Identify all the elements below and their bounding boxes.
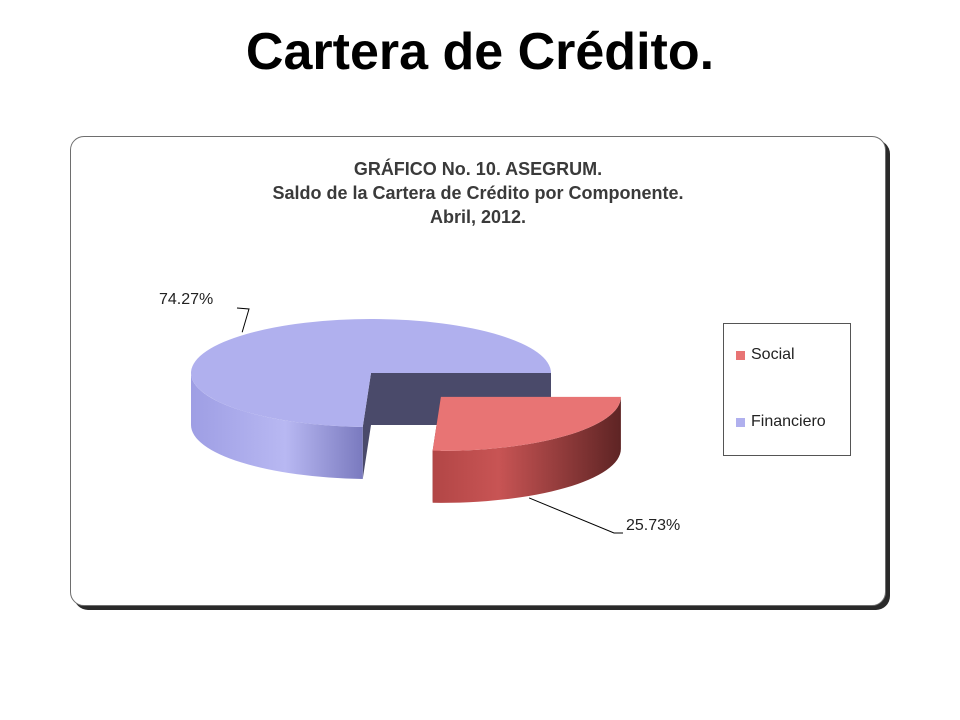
pie-chart <box>191 307 623 534</box>
slice-financiero-cut-face-a <box>362 373 371 479</box>
legend-item-social: Social <box>736 346 795 364</box>
leader-line-financiero <box>236 307 250 333</box>
legend-swatch-social <box>736 350 745 360</box>
legend-swatch-financiero <box>736 417 745 427</box>
slice-financiero-side <box>191 373 363 479</box>
slice-social-side <box>432 396 621 503</box>
pie-slices-group <box>191 319 621 503</box>
chart-frame: GRÁFICO No. 10. ASEGRUM. Saldo de la Car… <box>70 136 886 606</box>
leader-line-social <box>528 497 623 534</box>
chart-title-line-3: Abril, 2012. <box>429 207 527 227</box>
chart-title-line-1: GRÁFICO No. 10. ASEGRUM. <box>353 159 603 179</box>
slice-social <box>432 396 621 451</box>
slide-title: Cartera de Crédito. <box>245 23 715 81</box>
leader-lines-group <box>236 307 623 534</box>
legend-label-financiero: Financiero <box>751 413 826 430</box>
chart-title-line-2: Saldo de la Cartera de Crédito por Compo… <box>272 183 684 203</box>
legend-item-financiero: Financiero <box>736 413 826 431</box>
data-label-financiero: 74.27% <box>159 291 214 308</box>
chart-title: GRÁFICO No. 10. ASEGRUM. Saldo de la Car… <box>71 157 885 229</box>
chart-legend: Social Financiero <box>723 323 851 456</box>
legend-label-social: Social <box>751 346 795 363</box>
slice-financiero <box>191 319 551 427</box>
data-label-social: 25.73% <box>626 517 681 534</box>
